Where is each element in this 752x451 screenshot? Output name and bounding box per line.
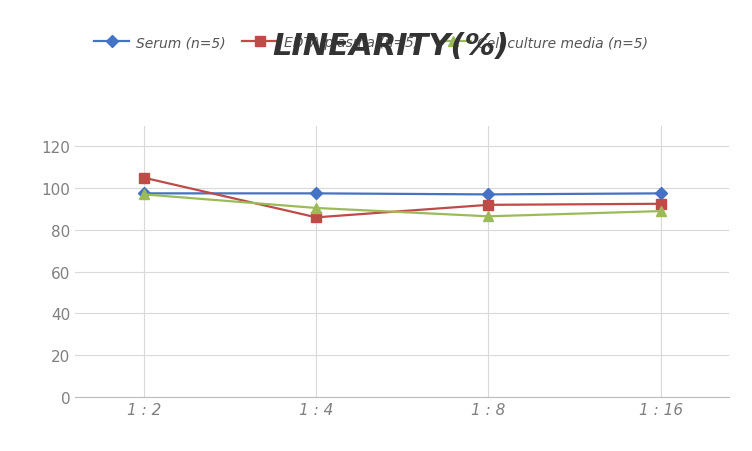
EDTA plasma (n=5) [484,202,493,208]
Line: Serum (n=5): Serum (n=5) [140,190,665,199]
Serum (n=5) [484,192,493,198]
Text: LINEARITY(%): LINEARITY(%) [272,32,510,60]
Serum (n=5) [140,191,149,197]
Serum (n=5) [656,191,665,197]
Line: Cell culture media (n=5): Cell culture media (n=5) [139,190,666,222]
Serum (n=5) [312,191,321,197]
EDTA plasma (n=5) [656,202,665,207]
Cell culture media (n=5) [484,214,493,220]
Legend: Serum (n=5), EDTA plasma (n=5), Cell culture media (n=5): Serum (n=5), EDTA plasma (n=5), Cell cul… [89,30,654,55]
EDTA plasma (n=5) [140,175,149,181]
Cell culture media (n=5) [312,206,321,211]
Cell culture media (n=5) [656,209,665,214]
Line: EDTA plasma (n=5): EDTA plasma (n=5) [139,174,666,223]
EDTA plasma (n=5) [312,215,321,221]
Cell culture media (n=5) [140,192,149,198]
